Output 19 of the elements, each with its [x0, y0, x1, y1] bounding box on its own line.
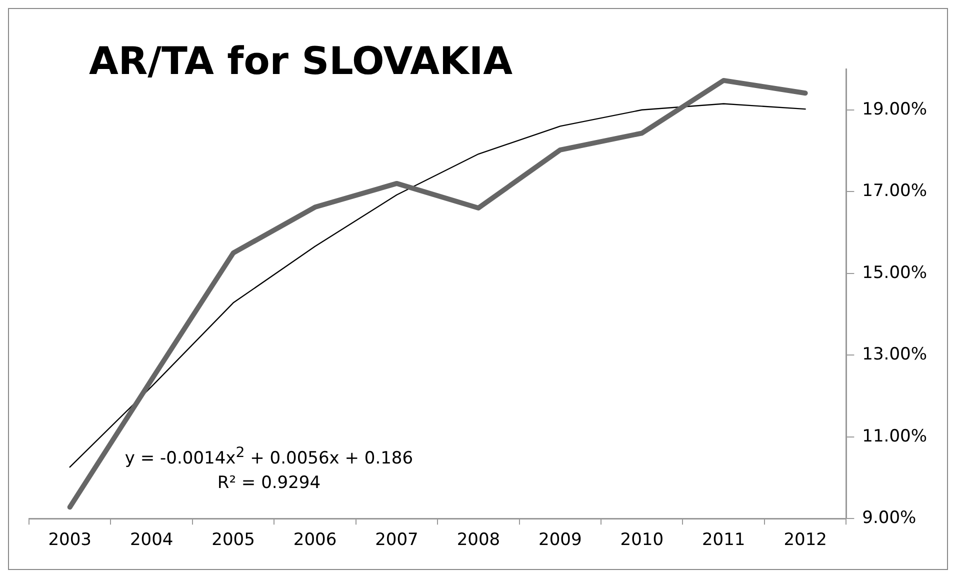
- x-tick-label: 2006: [293, 530, 337, 550]
- x-tick-label: 2012: [784, 530, 827, 550]
- x-tick-label: 2003: [48, 530, 92, 550]
- x-tick-label: 2004: [130, 530, 174, 550]
- chart-title: AR/TA for SLOVAKIA: [89, 39, 513, 83]
- x-tick-label: 2005: [212, 530, 255, 550]
- x-tick-label: 2008: [456, 530, 500, 550]
- x-tick-label: 2009: [538, 530, 582, 550]
- x-tick-label: 2010: [620, 530, 664, 550]
- x-tick-label: 2007: [375, 530, 418, 550]
- y-tick-label: 15.00%: [862, 262, 928, 283]
- annotation: y = -0.0014x$^{2}$ + 0.0056x + 0.186: [124, 444, 414, 471]
- y-tick-label: 11.00%: [862, 426, 928, 446]
- y-tick-label: 13.00%: [862, 344, 928, 365]
- y-tick-label: 9.00%: [862, 508, 916, 528]
- annotation: R² = 0.9294: [216, 472, 322, 495]
- y-tick-label: 17.00%: [862, 181, 928, 202]
- y-tick-label: 19.00%: [862, 99, 928, 120]
- x-tick-label: 2011: [702, 530, 746, 550]
